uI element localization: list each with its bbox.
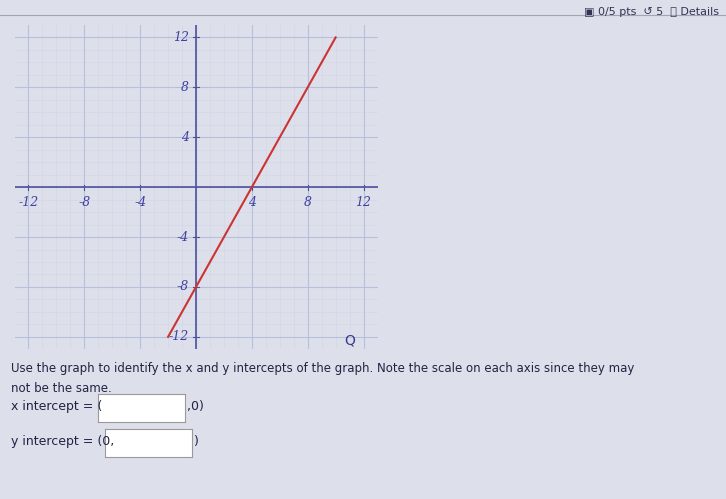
- Text: -8: -8: [177, 280, 189, 293]
- Text: -12: -12: [18, 196, 38, 209]
- Text: -4: -4: [177, 231, 189, 244]
- Text: Use the graph to identify the x and y intercepts of the graph. Note the scale on: Use the graph to identify the x and y in…: [11, 362, 635, 375]
- Text: 12: 12: [356, 196, 372, 209]
- Text: ▣ 0/5 pts  ↺ 5  ⓘ Details: ▣ 0/5 pts ↺ 5 ⓘ Details: [584, 7, 719, 17]
- Text: 8: 8: [303, 196, 311, 209]
- Text: 4: 4: [181, 131, 189, 144]
- Text: ,0): ,0): [187, 400, 203, 413]
- Text: y intercept = (0,: y intercept = (0,: [11, 435, 114, 448]
- Text: ): ): [194, 435, 199, 448]
- Text: not be the same.: not be the same.: [11, 382, 112, 395]
- Text: x intercept = (: x intercept = (: [11, 400, 102, 413]
- Text: -8: -8: [78, 196, 91, 209]
- Text: -4: -4: [134, 196, 147, 209]
- Text: 4: 4: [248, 196, 256, 209]
- Text: 8: 8: [181, 81, 189, 94]
- Text: Q: Q: [344, 333, 355, 348]
- Text: -12: -12: [168, 330, 189, 343]
- Text: 12: 12: [173, 31, 189, 44]
